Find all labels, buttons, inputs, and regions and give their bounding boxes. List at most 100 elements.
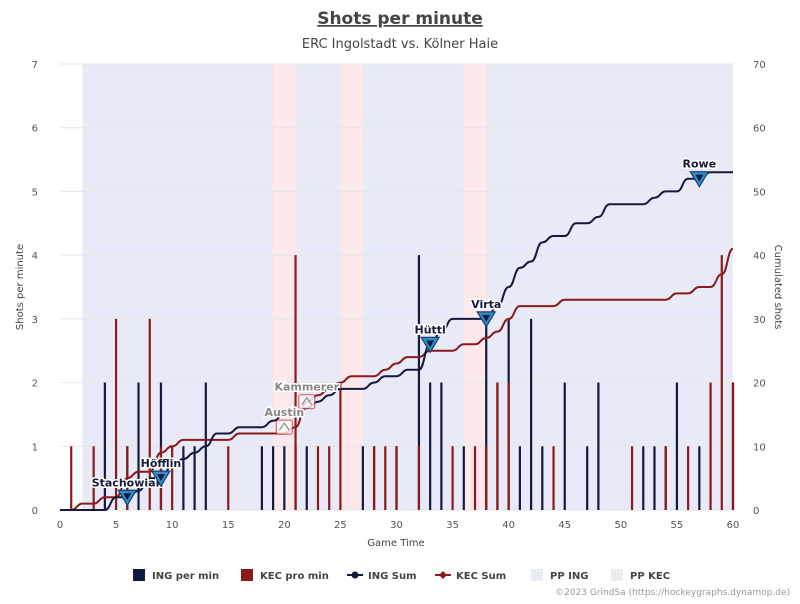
kec-logo-icon	[298, 394, 316, 410]
kec-shot-bar	[709, 382, 712, 510]
chart-title: Shots per minute	[317, 9, 483, 29]
y-tick-label-right: 30	[753, 315, 766, 326]
legend-label: KEC pro min	[260, 571, 329, 582]
goal-marker: Höfflin	[139, 456, 183, 488]
x-tick-label: 10	[166, 520, 179, 531]
x-tick-label: 40	[502, 520, 515, 531]
goal-marker: Stachowiak	[90, 475, 165, 507]
ing-shot-bar	[698, 446, 701, 510]
y-tick-label-right: 60	[753, 124, 766, 135]
ing-shot-bar	[541, 446, 544, 510]
ing-shot-bar	[272, 446, 275, 510]
y-axis-label-right: Cumulated shots	[772, 245, 783, 330]
y-tick-label-left: 7	[32, 60, 38, 71]
y-axis-label-left: Shots per minute	[15, 244, 26, 330]
kec-shot-bar	[720, 255, 723, 510]
x-tick-label: 0	[57, 520, 63, 531]
goal-scorer-label: Höfflin	[141, 457, 182, 470]
x-tick-label: 50	[614, 520, 627, 531]
goal-marker: Hüttl	[413, 322, 447, 354]
legend-item: KEC Sum	[435, 571, 506, 582]
y-tick-label-left: 1	[32, 442, 38, 453]
ing-logo-inner-icon	[695, 174, 704, 182]
ing-shot-bar	[305, 446, 308, 510]
kec-sum-line	[60, 247, 734, 511]
goal-scorer-label: Stachowiak	[92, 476, 164, 489]
x-tick-label: 15	[222, 520, 235, 531]
pp-kec-band	[340, 64, 363, 510]
legend-label: KEC Sum	[456, 571, 506, 582]
x-tick-label: 60	[727, 520, 740, 531]
kec-shot-bar	[114, 318, 118, 510]
kec-shot-bar	[148, 318, 151, 510]
goal-marker: Rowe	[681, 156, 718, 188]
goal-scorer-label: Rowe	[683, 158, 717, 171]
ing-shot-bar	[361, 446, 364, 510]
x-axis-label: Game Time	[367, 538, 424, 549]
goal-marker: Austin	[263, 405, 306, 435]
pp-ing-band	[82, 64, 733, 510]
kec-shot-bar	[687, 446, 690, 510]
legend-label: ING per min	[152, 571, 219, 582]
pp-kec-band	[273, 64, 296, 510]
legend-swatch-kec-bar	[241, 569, 253, 581]
kec-shot-bar	[507, 382, 510, 510]
chart-subtitle: ERC Ingolstadt vs. Kölner Haie	[302, 37, 498, 52]
plot-area: 0 5 10 15 20 25 30 35 40 45 50 55 600123456701020304…	[32, 60, 766, 531]
kec-shot-bar	[395, 446, 398, 510]
legend-label: ING Sum	[368, 571, 417, 582]
goal-scorer-label: Kammerer	[274, 381, 339, 394]
kec-shot-bar	[731, 382, 735, 510]
legend-swatch-pp-kec	[611, 569, 623, 581]
legend-item: PP ING	[531, 569, 588, 582]
kec-shot-bar	[328, 446, 331, 510]
goal-scorer-label: Austin	[264, 406, 304, 419]
x-tick-label: 55	[671, 520, 684, 531]
kec-shot-bar	[70, 446, 73, 510]
ing-logo-inner-icon	[156, 474, 165, 482]
ing-shot-bar	[642, 446, 645, 510]
kec-logo-icon	[275, 419, 293, 435]
legend: ING per min KEC pro min ING Sum KEC Sum PP I…	[133, 569, 670, 582]
kec-shot-bar	[316, 446, 320, 510]
kec-shot-bar	[92, 446, 95, 510]
ing-shot-bar	[462, 446, 465, 510]
kec-shot-bar	[473, 446, 477, 510]
kec-shot-bar	[485, 446, 488, 510]
kec-logo-inner-icon	[301, 396, 313, 406]
ing-logo-inner-icon	[426, 340, 435, 348]
ing-shot-bar	[675, 382, 679, 510]
ing-shot-bar	[417, 255, 421, 510]
y-tick-label-right: 10	[753, 442, 766, 453]
ing-shot-bar	[137, 382, 140, 510]
y-tick-label-right: 50	[753, 187, 766, 198]
ing-shot-bar	[260, 446, 263, 510]
legend-label: PP ING	[550, 571, 588, 582]
goal-marker: Kammerer	[273, 379, 341, 410]
y-tick-label-left: 5	[32, 187, 38, 198]
y-tick-label-right: 0	[753, 506, 759, 517]
ing-shot-bar	[597, 382, 600, 510]
kec-shot-bar	[339, 382, 342, 510]
y-tick-label-left: 0	[32, 506, 38, 517]
legend-item: PP KEC	[611, 569, 670, 582]
legend-swatch-ing-bar	[133, 569, 145, 581]
ing-shot-bar	[586, 446, 589, 510]
x-tick-label: 35	[446, 520, 459, 531]
legend-label: PP KEC	[630, 571, 670, 582]
kec-shot-bar	[171, 446, 174, 510]
ing-shot-bar	[193, 446, 196, 510]
kec-shot-bar	[630, 446, 634, 510]
x-tick-label: 30	[390, 520, 403, 531]
pp-kec-band	[463, 64, 487, 510]
ing-shot-bar	[440, 382, 443, 510]
kec-shot-bar	[372, 446, 376, 510]
ing-shot-bar	[653, 446, 656, 510]
ing-shot-bar	[283, 446, 286, 510]
kec-shot-bar	[664, 446, 667, 510]
legend-swatch-kec-diamond	[439, 571, 447, 579]
y-tick-label-right: 20	[753, 379, 766, 390]
kec-shot-bar	[552, 446, 555, 510]
kec-shot-bar	[496, 382, 499, 510]
